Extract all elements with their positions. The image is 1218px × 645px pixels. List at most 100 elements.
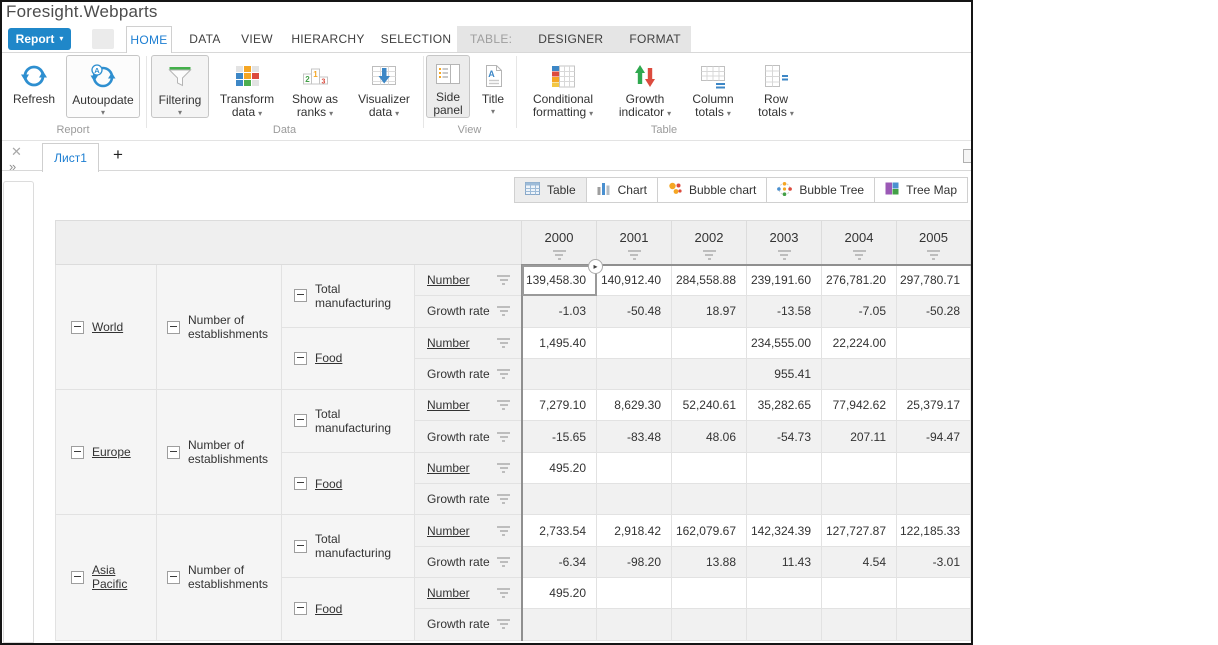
expand-icon[interactable]: » (9, 159, 17, 174)
value-cell[interactable] (596, 576, 672, 610)
value-cell[interactable]: 142,324.39 (746, 514, 822, 547)
value-cell[interactable] (596, 608, 672, 641)
tab-format[interactable]: FORMAT (629, 32, 681, 46)
value-cell[interactable]: -6.34 (520, 545, 597, 578)
value-cell[interactable]: 22,224.00 (821, 326, 897, 359)
filter-icon[interactable] (497, 431, 511, 442)
region-label[interactable]: Europe (92, 445, 131, 460)
value-cell[interactable]: -50.48 (596, 295, 672, 328)
sheet-options-icon[interactable] (963, 149, 973, 163)
value-cell[interactable]: 7,279.10 (520, 389, 597, 422)
conditional-formatting-button[interactable]: Conditional formatting ▾ (517, 56, 609, 120)
value-cell[interactable]: 11.43 (746, 545, 822, 578)
filter-icon[interactable] (497, 400, 511, 411)
value-cell[interactable] (671, 608, 747, 641)
collapse-icon[interactable] (294, 477, 307, 491)
collapsed-side-panel[interactable] (3, 181, 34, 643)
visualizer-data-button[interactable]: Visualizer data ▾ (348, 56, 420, 120)
value-cell[interactable]: 239,191.60 (746, 263, 822, 297)
value-cell[interactable]: 162,079.67 (671, 514, 747, 547)
value-cell[interactable] (896, 483, 971, 516)
transform-data-button[interactable]: Transform data ▾ (211, 56, 283, 120)
value-cell[interactable] (821, 608, 897, 641)
value-cell[interactable] (671, 326, 747, 359)
filter-icon[interactable] (927, 250, 941, 260)
filter-icon[interactable] (497, 556, 511, 567)
filter-icon[interactable] (497, 494, 511, 505)
year-column-header[interactable]: 2002 (671, 220, 747, 266)
year-column-header[interactable]: 2005 (896, 220, 971, 266)
value-cell[interactable]: -94.47 (896, 420, 971, 453)
filter-icon[interactable] (497, 306, 511, 317)
view-bubble-chart-button[interactable]: Bubble chart (656, 178, 766, 202)
collapse-icon[interactable] (167, 445, 180, 459)
value-cell[interactable]: 77,942.62 (821, 389, 897, 422)
view-chart-button[interactable]: Chart (585, 178, 657, 202)
filter-icon[interactable] (497, 619, 511, 630)
value-cell[interactable]: -98.20 (596, 545, 672, 578)
column-totals-button[interactable]: Column totals ▾ (680, 56, 746, 120)
value-cell[interactable] (746, 576, 822, 610)
value-cell[interactable]: 52,240.61 (671, 389, 747, 422)
collapse-icon[interactable] (294, 289, 307, 303)
value-cell[interactable] (671, 576, 747, 610)
value-cell[interactable] (520, 357, 597, 391)
value-cell[interactable] (896, 576, 971, 610)
value-cell[interactable] (671, 357, 747, 391)
value-cell[interactable] (671, 451, 747, 485)
year-column-header[interactable]: 2001 (596, 220, 672, 266)
value-cell[interactable] (896, 608, 971, 641)
tab-hierarchy[interactable]: HIERARCHY (291, 32, 365, 46)
value-cell[interactable] (596, 451, 672, 485)
filter-icon[interactable] (497, 275, 511, 286)
year-column-header[interactable]: 2000 (521, 220, 597, 266)
value-cell[interactable]: 25,379.17 (896, 389, 971, 422)
collapse-icon[interactable] (71, 320, 84, 334)
tab-selection[interactable]: SELECTION (380, 32, 452, 46)
metric-label[interactable]: Number (427, 398, 470, 413)
value-cell[interactable]: 122,185.33 (896, 514, 971, 547)
value-cell[interactable]: 35,282.65 (746, 389, 822, 422)
value-cell[interactable] (896, 451, 971, 485)
value-cell[interactable]: -54.73 (746, 420, 822, 453)
collapse-icon[interactable] (294, 414, 307, 428)
value-cell[interactable] (596, 483, 672, 516)
filter-icon[interactable] (497, 369, 511, 380)
metric-label[interactable]: Growth rate (427, 554, 490, 569)
value-cell[interactable]: 127,727.87 (821, 514, 897, 547)
metric-label[interactable]: Number (427, 523, 470, 538)
metric-label[interactable]: Number (427, 586, 470, 601)
value-cell[interactable]: 139,458.30 (520, 263, 597, 297)
region-label[interactable]: Asia Pacific (92, 563, 128, 592)
show-as-ranks-button[interactable]: 2 1 3 Show as ranks ▾ (280, 56, 350, 120)
metric-label[interactable]: Number (427, 273, 470, 288)
value-cell[interactable]: 297,780.71 (896, 263, 971, 297)
view-bubble-tree-button[interactable]: Bubble Tree (766, 178, 874, 202)
category-label[interactable]: Food (315, 351, 343, 366)
metric-label[interactable]: Growth rate (427, 429, 490, 444)
filter-icon[interactable] (497, 525, 511, 536)
value-cell[interactable]: -1.03 (520, 295, 597, 328)
pane-splitter-handle[interactable]: ▸ (588, 259, 603, 274)
metric-label[interactable]: Growth rate (427, 492, 490, 507)
value-cell[interactable] (896, 357, 971, 391)
value-cell[interactable]: 8,629.30 (596, 389, 672, 422)
tab-view[interactable]: VIEW (241, 32, 273, 46)
value-cell[interactable] (596, 326, 672, 359)
value-cell[interactable]: 495.20 (520, 451, 597, 485)
value-cell[interactable] (671, 483, 747, 516)
view-tree-map-button[interactable]: Tree Map (874, 178, 967, 202)
value-cell[interactable]: 140,912.40 (596, 263, 672, 297)
value-cell[interactable] (746, 451, 822, 485)
collapse-icon[interactable] (294, 539, 307, 553)
value-cell[interactable] (746, 608, 822, 641)
tab-home[interactable]: HOME (126, 26, 172, 53)
metric-label[interactable]: Growth rate (427, 617, 490, 632)
toolbar-placeholder-button[interactable] (92, 29, 114, 49)
region-label[interactable]: World (92, 320, 124, 335)
value-cell[interactable]: 284,558.88 (671, 263, 747, 297)
year-column-header[interactable]: 2003 (746, 220, 822, 266)
autoupdate-button[interactable]: A Autoupdate ▾ (66, 55, 140, 118)
close-icon[interactable]: ✕ (11, 144, 22, 159)
value-cell[interactable]: -15.65 (520, 420, 597, 453)
